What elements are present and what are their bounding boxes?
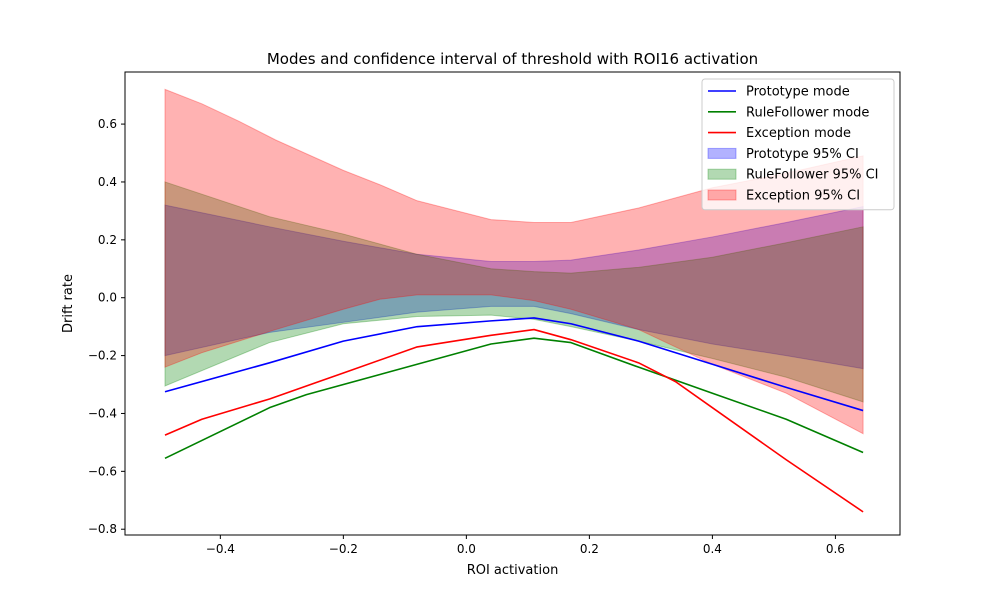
y-tick-label: −0.6	[88, 464, 117, 478]
legend-label: Exception mode	[746, 126, 851, 141]
legend-band-swatch	[707, 189, 737, 201]
y-tick-label: −0.4	[88, 406, 117, 420]
line-rulefollower	[164, 337, 864, 460]
legend-band-swatch	[707, 147, 737, 159]
ci-band-exception	[164, 88, 864, 435]
legend: Prototype mode RuleFollower mode Exception…	[701, 78, 895, 211]
x-tick-label: 0.4	[703, 542, 722, 556]
x-tick-label: 0.6	[826, 542, 845, 556]
axis-ticks: −0.4 −0.2 0.0 0.2 0.4 0.6 −0.8 −0.6 −0.4 −0.2 0.0 0…	[88, 117, 845, 556]
chart-title: Modes and confidence interval of thresho…	[267, 50, 758, 68]
y-tick-label: 0.2	[98, 233, 117, 247]
legend-label: RuleFollower mode	[746, 105, 869, 120]
y-tick-label: −0.8	[88, 522, 117, 536]
plot-frame	[124, 71, 901, 536]
x-tick-label: −0.4	[206, 542, 235, 556]
y-tick-label: 0.6	[98, 117, 117, 131]
legend-box	[701, 78, 895, 211]
legend-band-swatch	[707, 168, 737, 180]
line-exception	[164, 328, 864, 513]
x-tick-label: 0.0	[457, 542, 476, 556]
legend-label: Exception 95% CI	[746, 189, 860, 204]
y-axis-label: Drift rate	[61, 274, 76, 333]
legend-label: RuleFollower 95% CI	[746, 168, 879, 183]
y-tick-label: −0.2	[88, 349, 117, 363]
x-tick-label: 0.2	[580, 542, 599, 556]
ci-band-prototype	[164, 204, 864, 370]
y-tick-label: 0.4	[98, 175, 117, 189]
ci-band-rulefollower	[164, 181, 864, 403]
x-tick-label: −0.2	[329, 542, 358, 556]
y-tick-label: 0.0	[98, 291, 117, 305]
legend-label: Prototype mode	[746, 85, 850, 100]
x-axis-label: ROI activation	[467, 563, 559, 578]
ci-bands	[164, 88, 864, 435]
line-prototype	[164, 317, 864, 412]
mode-lines	[164, 317, 864, 513]
legend-label: Prototype 95% CI	[746, 147, 859, 162]
